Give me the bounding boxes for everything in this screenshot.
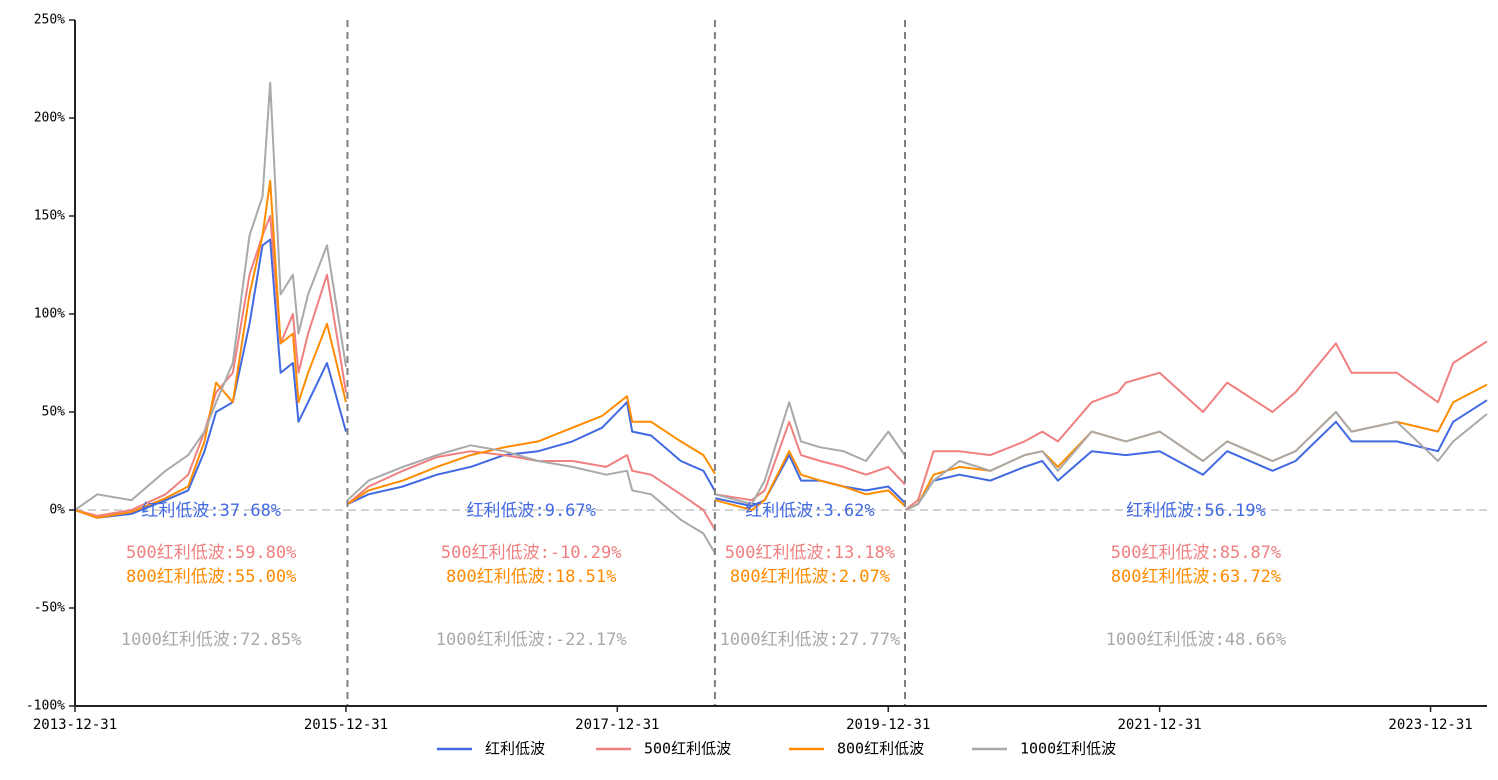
period-annotation-text: 1000红利低波:72.85%	[121, 630, 302, 650]
period-annotation-text: 红利低波:9.67%	[466, 501, 595, 521]
x-tick-label: 2021-12-31	[1117, 717, 1201, 733]
y-tick-label: 200%	[34, 111, 65, 126]
series-line-1-period-1	[346, 450, 716, 531]
x-tick-label: 2017-12-31	[575, 717, 659, 733]
period-break-lines	[346, 20, 906, 706]
y-tick-label: -100%	[26, 699, 65, 714]
y-tick-label: 250%	[34, 13, 65, 28]
period-annotation-text: 800红利低波:2.07%	[730, 567, 890, 587]
x-tick-label: 2015-12-31	[304, 717, 388, 733]
period-annotation-text: 1000红利低波:27.77%	[720, 630, 901, 650]
series-line-0-period-2	[715, 454, 906, 508]
series-lines	[74, 81, 1488, 554]
x-tick-label: 2019-12-31	[846, 717, 930, 733]
period-annotation-text: 红利低波:56.19%	[1126, 501, 1266, 521]
period-annotation-text: 红利低波:37.68%	[141, 501, 281, 521]
legend: 红利低波 500红利低波 800红利低波 1000红利低波	[437, 740, 1116, 758]
period-annotation-text: 500红利低波:85.87%	[1111, 543, 1281, 563]
series-line-0-period-0	[74, 238, 347, 519]
y-tick-label: 50%	[42, 405, 66, 420]
period-annotations: 红利低波:37.68% 500红利低波:59.80% 800红利低波:55.00% 1…	[121, 501, 1286, 650]
series-line-3-period-0	[74, 81, 347, 511]
series-line-3-period-1	[346, 444, 716, 554]
legend-label: 红利低波	[485, 740, 545, 758]
series-line-3-period-3	[904, 411, 1488, 511]
series-line-2-period-0	[74, 179, 347, 519]
period-annotation-text: 800红利低波:55.00%	[126, 567, 296, 587]
y-tick-label: 0%	[49, 503, 65, 518]
axes: -100% -50% 0% 50% 100% 150% 200% 250% 2013-12-31…	[26, 13, 1487, 733]
series-line-2-period-3	[904, 383, 1488, 511]
y-tick-label: 150%	[34, 209, 65, 224]
y-tick-label: 100%	[34, 307, 65, 322]
x-tick-label: 2013-12-31	[33, 717, 117, 733]
series-line-2-period-1	[346, 395, 716, 505]
series-line-1-period-3	[904, 340, 1488, 511]
series-line-2-period-2	[715, 450, 906, 511]
y-tick-label: -50%	[34, 601, 65, 616]
legend-label: 800红利低波	[837, 740, 924, 758]
period-annotation-text: 红利低波:3.62%	[745, 501, 874, 521]
x-tick-label: 2023-12-31	[1388, 717, 1472, 733]
legend-label: 500红利低波	[644, 740, 731, 758]
period-annotation-text: 500红利低波:-10.29%	[441, 543, 622, 563]
series-line-1-period-0	[74, 215, 347, 517]
series-line-0-period-1	[347, 401, 716, 506]
series-line-1-period-2	[715, 420, 906, 502]
period-annotation-text: 800红利低波:63.72%	[1111, 567, 1281, 587]
series-line-3-period-2	[715, 401, 906, 506]
series-line-0-period-3	[904, 399, 1488, 511]
period-annotation-text: 500红利低波:59.80%	[126, 543, 296, 563]
period-annotation-text: 1000红利低波:48.66%	[1106, 630, 1287, 650]
legend-label: 1000红利低波	[1020, 740, 1116, 758]
period-annotation-text: 500红利低波:13.18%	[725, 543, 895, 563]
period-annotation-text: 1000红利低波:-22.17%	[436, 630, 627, 650]
period-annotation-text: 800红利低波:18.51%	[446, 567, 616, 587]
